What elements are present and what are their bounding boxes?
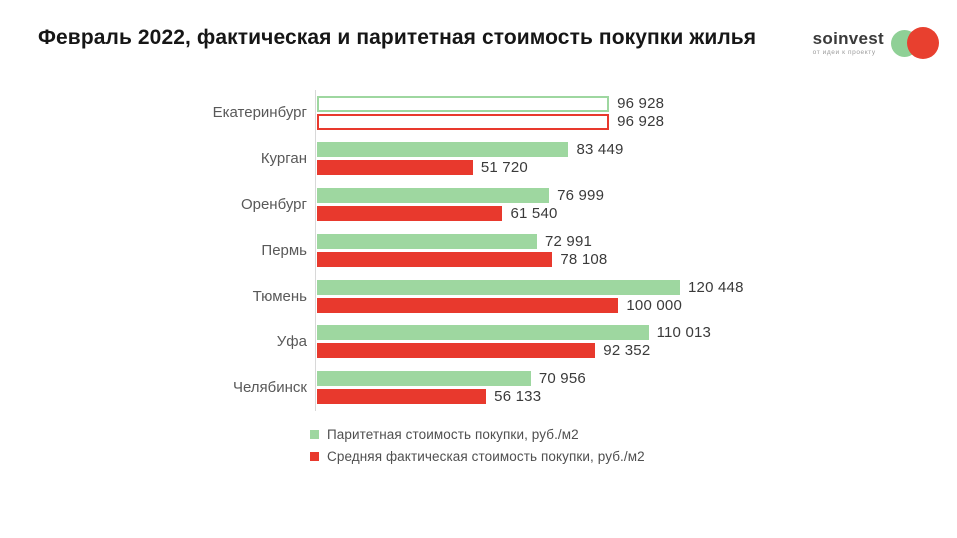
category-label: Уфа <box>276 333 307 351</box>
category-label: Тюмень <box>252 287 307 305</box>
logo-red-circle-icon <box>907 27 939 59</box>
parity-bar-line: 76 999 <box>317 186 680 204</box>
bar-row: Оренбург 76 999 61 540 <box>0 182 957 228</box>
parity-bar-line: 70 956 <box>317 370 680 388</box>
header: Февраль 2022, фактическая и паритетная с… <box>0 0 957 59</box>
parity-bar <box>317 325 649 341</box>
actual-bar-line: 92 352 <box>317 342 680 360</box>
parity-bar-line: 120 448 <box>317 279 743 296</box>
bar-group: 83 449 51 720 <box>315 141 680 177</box>
bar-row: Тюмень 120 448 100 000 <box>0 273 957 319</box>
actual-bar <box>317 343 596 359</box>
actual-bar <box>317 205 503 221</box>
actual-bar-line: 100 000 <box>317 296 682 314</box>
legend: Паритетная стоимость покупки, руб./м2 Ср… <box>310 427 957 464</box>
actual-bar <box>317 251 553 267</box>
logo-name: soinvest <box>812 29 884 48</box>
parity-swatch-icon <box>310 429 319 439</box>
actual-bar-line: 56 133 <box>317 388 680 406</box>
bar-row: Уфа 110 013 92 352 <box>0 319 957 365</box>
logo-circles-icon <box>891 27 939 59</box>
parity-bar <box>317 371 531 387</box>
page-title: Февраль 2022, фактическая и паритетная с… <box>38 26 757 49</box>
legend-item-parity: Паритетная стоимость покупки, руб./м2 <box>310 427 957 442</box>
category-label: Пермь <box>261 241 307 259</box>
actual-value-label: 51 720 <box>480 159 528 177</box>
parity-value-label: 72 991 <box>544 232 593 250</box>
actual-bar-line: 61 540 <box>317 204 680 222</box>
bar-row: Пермь 72 991 78 108 <box>0 227 957 273</box>
bar-row: Екатеринбург 96 928 96 928 <box>0 90 957 136</box>
actual-bar <box>317 113 610 130</box>
y-axis-line <box>315 90 316 411</box>
actual-bar <box>317 389 487 405</box>
bar-chart: Екатеринбург 96 928 96 928 Курган 83 449 <box>0 90 957 411</box>
parity-bar <box>317 279 680 295</box>
parity-bar <box>317 95 610 112</box>
parity-bar-line: 83 449 <box>317 141 680 159</box>
logo-text: soinvest от идеи к проекту <box>813 30 884 56</box>
category-label: Челябинск <box>232 379 307 397</box>
bar-group: 110 013 92 352 <box>315 324 711 360</box>
actual-bar <box>317 160 473 176</box>
actual-bar-line: 96 928 <box>317 113 680 131</box>
parity-value-label: 83 449 <box>576 141 624 159</box>
parity-value-label: 110 013 <box>656 324 712 342</box>
parity-value-label: 96 928 <box>617 95 665 113</box>
category-label: Оренбург <box>240 195 307 213</box>
parity-bar <box>317 233 537 249</box>
parity-bar <box>317 142 569 158</box>
parity-bar-line: 72 991 <box>317 232 680 250</box>
bar-group: 96 928 96 928 <box>315 95 680 131</box>
parity-bar-line: 96 928 <box>317 95 680 113</box>
parity-bar <box>317 187 550 203</box>
actual-value-label: 61 540 <box>510 204 558 222</box>
soinvest-logo: soinvest от идеи к проекту <box>813 27 939 59</box>
actual-value-label: 78 108 <box>560 250 608 268</box>
actual-value-label: 100 000 <box>626 296 682 314</box>
actual-bar-line: 78 108 <box>317 250 680 268</box>
legend-label-parity: Паритетная стоимость покупки, руб./м2 <box>327 426 579 442</box>
bar-row: Челябинск 70 956 56 133 <box>0 365 957 411</box>
parity-value-label: 120 448 <box>688 278 744 296</box>
actual-value-label: 56 133 <box>494 388 542 406</box>
bar-group: 120 448 100 000 <box>315 279 743 314</box>
actual-swatch-icon <box>310 451 319 461</box>
bar-row: Курган 83 449 51 720 <box>0 136 957 182</box>
actual-bar-line: 51 720 <box>317 159 680 177</box>
logo-tagline: от идеи к проекту <box>812 49 876 56</box>
actual-value-label: 96 928 <box>617 113 665 131</box>
parity-bar-line: 110 013 <box>317 324 711 341</box>
legend-label-actual: Средняя фактическая стоимость покупки, р… <box>327 448 645 464</box>
bar-group: 72 991 78 108 <box>315 232 680 268</box>
actual-bar <box>317 297 619 313</box>
bar-group: 70 956 56 133 <box>315 370 680 406</box>
parity-value-label: 76 999 <box>557 186 605 204</box>
legend-item-actual: Средняя фактическая стоимость покупки, р… <box>310 449 957 464</box>
bar-group: 76 999 61 540 <box>315 186 680 222</box>
category-label: Курган <box>260 150 307 168</box>
category-label: Екатеринбург <box>212 104 307 122</box>
actual-value-label: 92 352 <box>603 342 651 360</box>
parity-value-label: 70 956 <box>538 370 586 388</box>
